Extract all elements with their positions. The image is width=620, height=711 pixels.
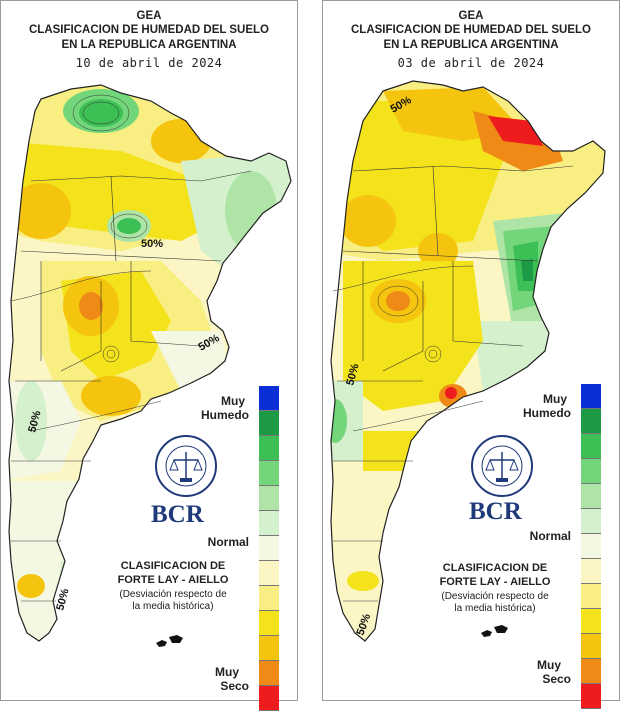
legend-wet-label: Muy: [221, 394, 245, 408]
legend-dry-label: Muy: [537, 658, 561, 672]
map-panel-left: GEA CLASIFICACION DE HUMEDAD DEL SUELO E…: [0, 0, 298, 711]
legend-dry-label-2: Seco: [220, 679, 249, 693]
scale-swatch: [259, 461, 279, 486]
province-boundaries: [333, 165, 574, 602]
scale-swatch: [581, 384, 601, 409]
moisture-contours: [10, 94, 162, 432]
falkland-islands: [481, 625, 508, 637]
map-date: 10 de abril de 2024: [75, 56, 223, 70]
scale-swatch: [581, 634, 601, 659]
contour-label: 50%: [344, 362, 361, 387]
scale-swatch: [259, 436, 279, 461]
scale-swatch: [581, 559, 601, 584]
color-scale: [581, 384, 601, 709]
bcr-logo: BCR: [151, 501, 204, 528]
scale-swatch: [259, 661, 279, 686]
scale-swatch: [581, 684, 601, 709]
scale-swatch: [259, 636, 279, 661]
org-label: GEA: [458, 10, 484, 22]
contour-label: 50%: [141, 238, 163, 250]
legend-dry-label: Muy: [215, 665, 239, 679]
scale-swatch: [581, 434, 601, 459]
map-panel-right: GEA CLASIFICACION DE HUMEDAD DEL SUELO E…: [322, 0, 620, 709]
scale-swatch: [581, 584, 601, 609]
map-subtitle: EN LA REPUBLICA ARGENTINA: [383, 39, 559, 51]
map-date: 03 de abril de 2024: [397, 56, 545, 70]
moisture-contours: [332, 265, 484, 432]
classification-note: CLASIFICACION DE FORTE LAY - AIELLO (Des…: [117, 560, 229, 612]
legend-normal-label: Normal: [529, 529, 571, 543]
bcr-seal-logo: [471, 435, 533, 497]
province-boundaries: [11, 170, 252, 602]
legend-normal-label: Normal: [207, 535, 249, 549]
org-label: GEA: [136, 10, 162, 22]
scale-swatch: [259, 511, 279, 536]
scale-swatch: [581, 509, 601, 534]
legend-wet-label-2: Humedo: [201, 408, 249, 422]
map-title: CLASIFICACION DE HUMEDAD DEL SUELO: [28, 24, 270, 36]
classification-note: CLASIFICACION DE FORTE LAY - AIELLO (Des…: [439, 562, 551, 614]
legend-wet-label-2: Humedo: [523, 406, 571, 420]
scale-swatch: [259, 586, 279, 611]
scale-swatch: [581, 484, 601, 509]
argentina-soil-moisture-map: 50% 50% 50% 50%: [8, 84, 292, 647]
bcr-seal-logo: [155, 435, 217, 497]
scale-swatch: [259, 561, 279, 586]
contour-label: 50%: [26, 409, 43, 434]
contour-label: 50%: [54, 587, 71, 612]
scale-swatch: [581, 609, 601, 634]
argentina-soil-moisture-map: 50% 50% 50%: [330, 80, 606, 642]
scale-swatch: [259, 486, 279, 511]
legend-wet-label: Muy: [543, 392, 567, 406]
scale-swatch: [581, 659, 601, 684]
map-title: CLASIFICACION DE HUMEDAD DEL SUELO: [350, 24, 592, 36]
falkland-islands: [156, 635, 183, 647]
scale-swatch: [581, 409, 601, 434]
scale-swatch: [259, 611, 279, 636]
scale-swatch: [259, 386, 279, 411]
scale-swatch: [259, 536, 279, 561]
map-subtitle: EN LA REPUBLICA ARGENTINA: [61, 39, 237, 51]
bcr-logo: BCR: [469, 498, 522, 525]
legend-dry-label-2: Seco: [542, 672, 571, 686]
color-scale: [259, 386, 279, 711]
scale-swatch: [259, 686, 279, 711]
scale-swatch: [259, 411, 279, 436]
scale-swatch: [581, 534, 601, 559]
scale-swatch: [581, 459, 601, 484]
